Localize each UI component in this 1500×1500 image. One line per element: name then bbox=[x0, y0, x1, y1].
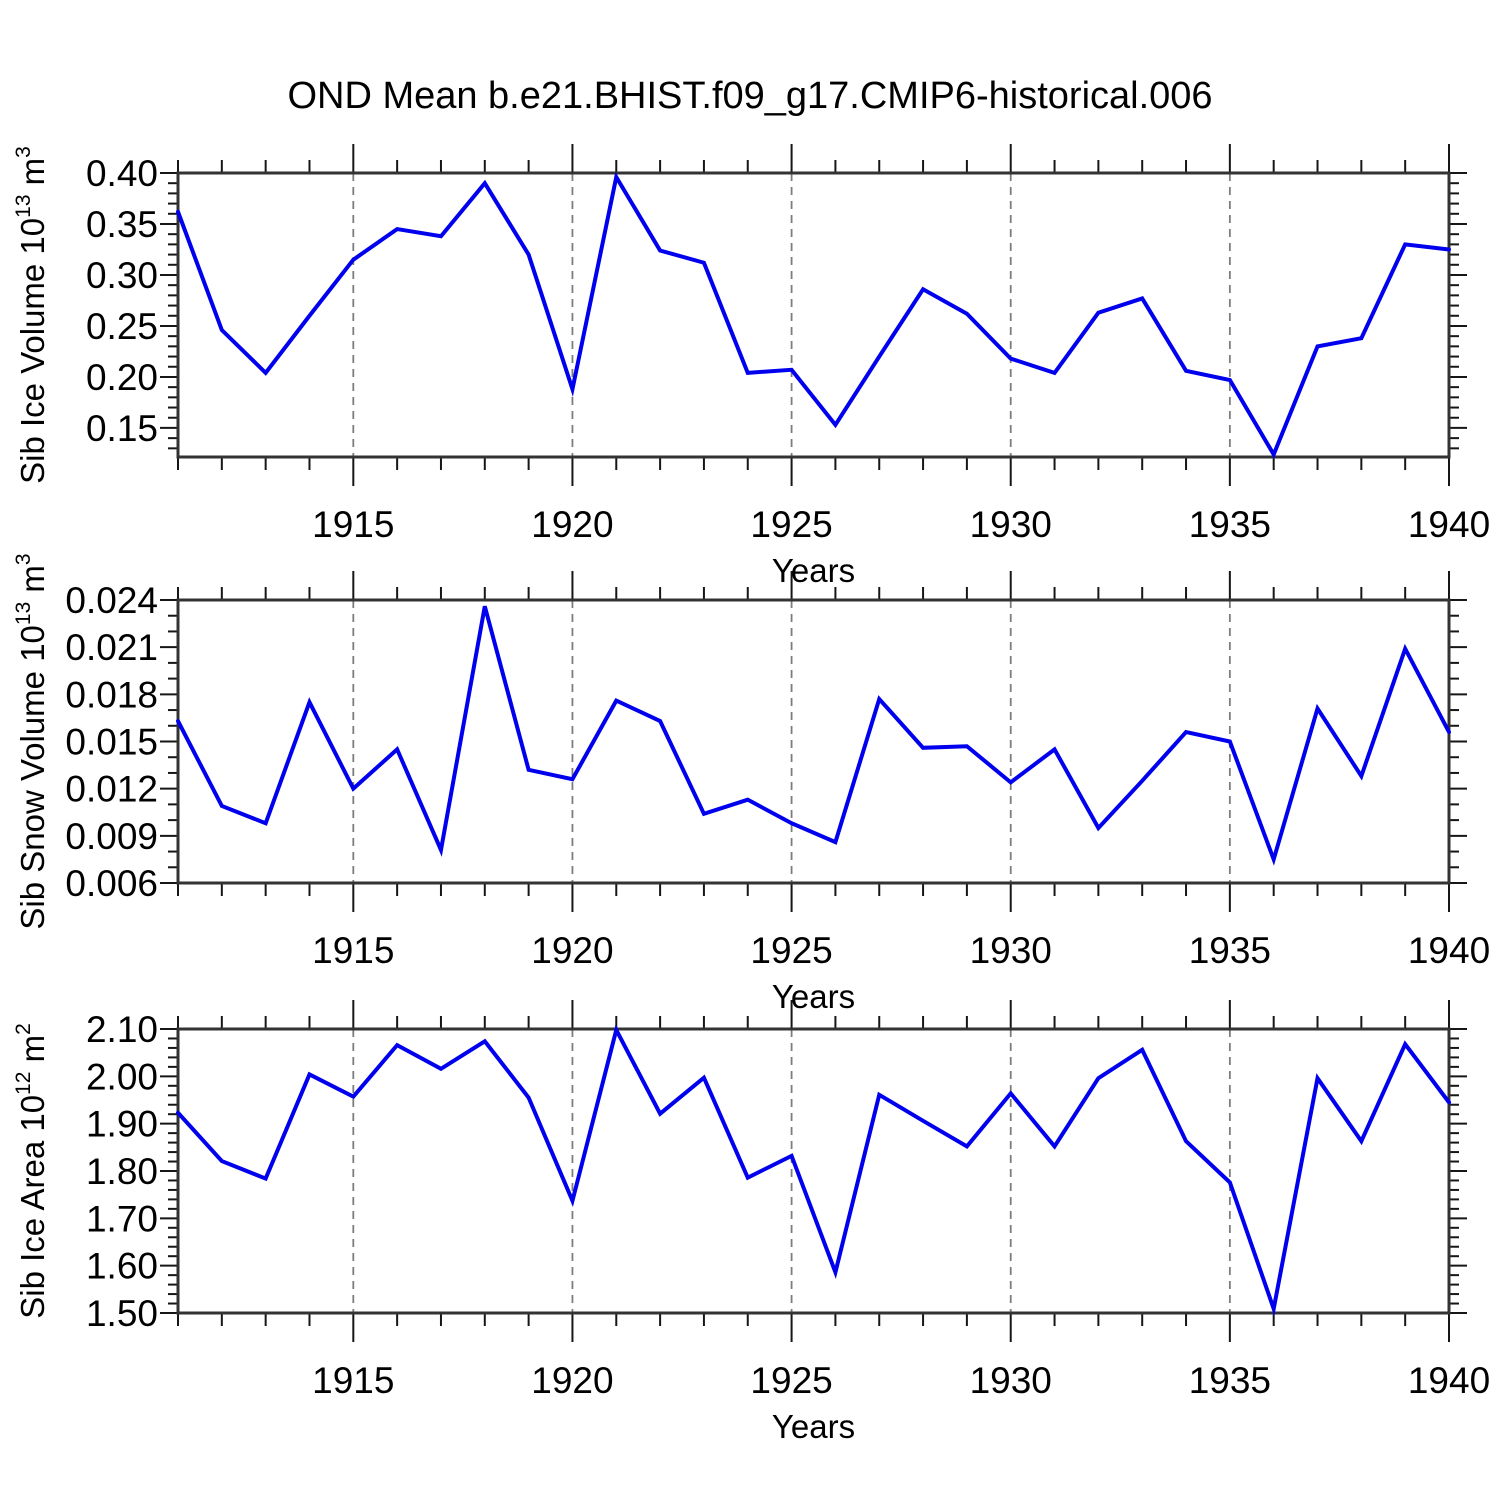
y-tick-label: 0.006 bbox=[65, 863, 158, 904]
plot-frame bbox=[176, 1027, 1451, 1315]
plot-frame bbox=[176, 598, 1451, 885]
y-tick-label: 1.90 bbox=[86, 1104, 158, 1145]
x-tick-label: 1915 bbox=[312, 504, 394, 545]
y-tick-label: 0.25 bbox=[86, 306, 158, 347]
y-tick-label: 1.80 bbox=[86, 1151, 158, 1192]
data-line-sib-ice-volume bbox=[176, 171, 1451, 459]
y-tick-label: 0.024 bbox=[65, 580, 158, 621]
y-tick-label: 2.00 bbox=[86, 1056, 158, 1097]
y-tick-label: 0.30 bbox=[86, 255, 158, 296]
panel-sib-snow-volume: 0.006 0.009 0.012 0.015 0.018 0.021 0.024 1915 1… bbox=[12, 553, 1490, 1015]
x-axis-title: Years bbox=[772, 552, 855, 589]
data-line-sib-snow-volume bbox=[176, 605, 1451, 866]
y-tick-label: 0.015 bbox=[65, 722, 158, 763]
y-tick-label: 0.018 bbox=[65, 674, 158, 715]
plot-frame bbox=[176, 171, 1451, 459]
x-tick-label: 1930 bbox=[970, 1360, 1052, 1401]
x-tick-label: 1920 bbox=[531, 930, 613, 971]
y-axis-title: Sib Snow Volume 1013 m3 bbox=[12, 553, 51, 929]
y-axis-title: Sib Ice Area 1012 m2 bbox=[12, 1023, 51, 1319]
x-axis-title: Years bbox=[772, 1408, 855, 1445]
x-tick-label: 1940 bbox=[1408, 504, 1490, 545]
x-tick-label: 1925 bbox=[750, 504, 832, 545]
y-tick-label: 1.70 bbox=[86, 1198, 158, 1239]
x-tick-label: 1935 bbox=[1189, 1360, 1271, 1401]
x-tick-label: 1935 bbox=[1189, 504, 1271, 545]
panel-sib-ice-volume: 0.15 0.20 0.25 0.30 0.35 0.40 1915 1920 1925 1930… bbox=[12, 144, 1490, 589]
x-tick-label: 1940 bbox=[1408, 930, 1490, 971]
panel-sib-ice-area: 1.50 1.60 1.70 1.80 1.90 2.00 2.10 1915 1920 1925… bbox=[12, 1000, 1490, 1445]
y-tick-label: 0.012 bbox=[65, 769, 158, 810]
y-tick-label: 1.60 bbox=[86, 1246, 158, 1287]
x-tick-label: 1920 bbox=[531, 1360, 613, 1401]
x-tick-label: 1920 bbox=[531, 504, 613, 545]
y-tick-label: 0.20 bbox=[86, 357, 158, 398]
x-tick-label: 1915 bbox=[312, 930, 394, 971]
chart-title: OND Mean b.e21.BHIST.f09_g17.CMIP6-histo… bbox=[287, 75, 1213, 117]
x-tick-label: 1925 bbox=[750, 930, 832, 971]
x-tick-label: 1930 bbox=[970, 930, 1052, 971]
x-tick-label: 1935 bbox=[1189, 930, 1271, 971]
y-tick-label: 0.15 bbox=[86, 408, 158, 449]
y-tick-label: 1.50 bbox=[86, 1293, 158, 1334]
y-axis-title: Sib Ice Volume 1013 m3 bbox=[12, 146, 51, 484]
y-tick-label: 2.10 bbox=[86, 1009, 158, 1050]
x-tick-label: 1915 bbox=[312, 1360, 394, 1401]
y-tick-label: 0.35 bbox=[86, 204, 158, 245]
y-tick-label: 0.40 bbox=[86, 153, 158, 194]
x-tick-label: 1925 bbox=[750, 1360, 832, 1401]
x-axis-title: Years bbox=[772, 978, 855, 1015]
x-tick-label: 1940 bbox=[1408, 1360, 1490, 1401]
y-tick-label: 0.021 bbox=[65, 627, 158, 668]
x-tick-label: 1930 bbox=[970, 504, 1052, 545]
data-line-sib-ice-area bbox=[176, 1024, 1451, 1317]
y-tick-label: 0.009 bbox=[65, 816, 158, 857]
